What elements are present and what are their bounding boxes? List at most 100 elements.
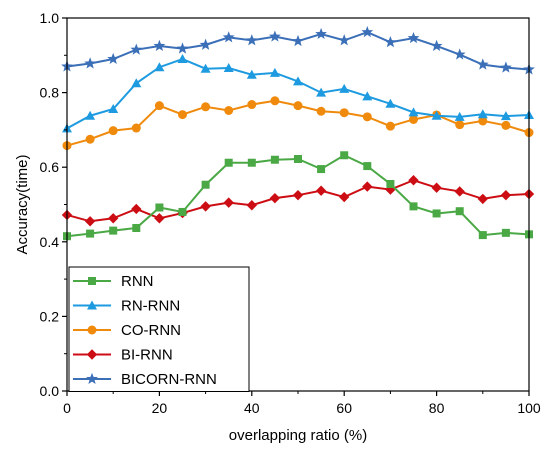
data-point — [454, 111, 465, 121]
data-point — [247, 100, 257, 110]
legend-label: BI-RNN — [121, 347, 173, 364]
data-point — [432, 209, 441, 218]
series-bicorn-rnn — [61, 25, 535, 75]
axes: 0 20 40 60 80 100 0.0 0.2 0.4 0.6 0.8 1.0 overlappin… — [14, 10, 541, 444]
data-point — [385, 98, 396, 108]
data-point — [269, 192, 281, 204]
legend-marker — [87, 325, 97, 335]
data-point — [315, 27, 327, 40]
data-point — [178, 110, 187, 120]
data-point — [501, 228, 510, 237]
data-point — [269, 30, 281, 42]
data-point — [500, 111, 511, 121]
data-point — [108, 104, 119, 114]
x-axis-label: overlapping ratio (%) — [229, 427, 367, 444]
data-point — [315, 185, 327, 196]
data-point — [222, 31, 235, 43]
data-point — [386, 179, 395, 188]
data-point — [130, 43, 143, 55]
data-point — [409, 202, 418, 211]
data-point — [339, 108, 349, 118]
data-point — [340, 151, 349, 160]
data-point — [270, 155, 279, 164]
data-point — [478, 116, 488, 126]
legend-item: RNN — [73, 273, 154, 290]
data-point — [478, 231, 487, 240]
data-point — [453, 48, 466, 60]
data-point — [107, 52, 120, 65]
data-point — [224, 106, 234, 116]
data-point — [385, 121, 395, 131]
data-point — [454, 186, 465, 197]
data-point — [384, 36, 397, 48]
y-tick-label: 0.4 — [40, 234, 60, 250]
y-tick-label: 0.6 — [40, 159, 60, 175]
series-bi-rnn — [61, 175, 535, 227]
data-point — [108, 213, 119, 224]
data-point — [317, 165, 326, 174]
x-tick-label: 20 — [152, 400, 168, 416]
data-point — [199, 38, 212, 50]
data-point — [316, 106, 326, 116]
data-point — [269, 67, 280, 77]
data-point — [339, 191, 350, 203]
x-tick-label: 40 — [244, 400, 260, 416]
data-point — [316, 87, 327, 97]
x-tick-label: 100 — [517, 400, 541, 416]
data-point — [200, 201, 211, 212]
y-axis-label: Accuracy(time) — [14, 154, 31, 254]
data-point — [155, 203, 164, 212]
data-point — [361, 25, 374, 38]
legend-label: RNN — [121, 273, 154, 290]
data-point — [362, 112, 372, 122]
data-point — [476, 58, 489, 70]
data-point — [85, 110, 96, 120]
legend-marker — [86, 372, 98, 385]
series-rn-rnn — [62, 54, 534, 133]
data-point — [409, 114, 418, 124]
data-point — [108, 126, 118, 136]
data-point — [176, 42, 189, 54]
data-point — [292, 189, 304, 201]
y-tick-label: 0.0 — [40, 383, 60, 399]
legend-marker — [88, 277, 96, 285]
legend-marker — [86, 349, 98, 360]
data-point — [294, 154, 302, 163]
data-point — [245, 34, 258, 46]
legend: RNN RN-RNN CO-RNN BI-RNN BICORN-RNN — [68, 266, 250, 392]
x-tick-label: 0 — [63, 400, 71, 416]
data-point — [178, 207, 187, 216]
data-point — [84, 57, 96, 69]
data-point — [339, 83, 350, 93]
series-co-rnn — [62, 96, 534, 151]
y-tick-label: 1.0 — [40, 10, 60, 26]
plot-area — [61, 25, 535, 241]
data-point — [362, 181, 373, 192]
data-point — [270, 96, 280, 106]
data-point — [501, 120, 511, 130]
data-point — [224, 158, 233, 167]
series-rnn — [63, 151, 533, 241]
data-point — [477, 109, 488, 119]
data-point — [154, 101, 164, 111]
x-tick-label: 80 — [429, 400, 445, 416]
data-point — [362, 91, 373, 101]
data-point — [500, 61, 512, 73]
y-tick-label: 0.2 — [40, 308, 60, 324]
data-point — [363, 162, 372, 171]
data-point — [223, 62, 234, 72]
legend-item: BI-RNN — [73, 347, 173, 364]
legend-item: CO-RNN — [73, 322, 181, 339]
data-point — [86, 229, 95, 238]
data-point — [407, 31, 420, 44]
legend-label: CO-RNN — [121, 322, 181, 339]
data-point — [109, 226, 118, 235]
data-point — [292, 34, 304, 47]
legend-marker — [87, 300, 97, 310]
data-point — [431, 110, 442, 120]
data-point — [132, 223, 141, 232]
data-point — [201, 180, 210, 189]
data-point — [131, 203, 142, 215]
data-point — [85, 134, 95, 144]
